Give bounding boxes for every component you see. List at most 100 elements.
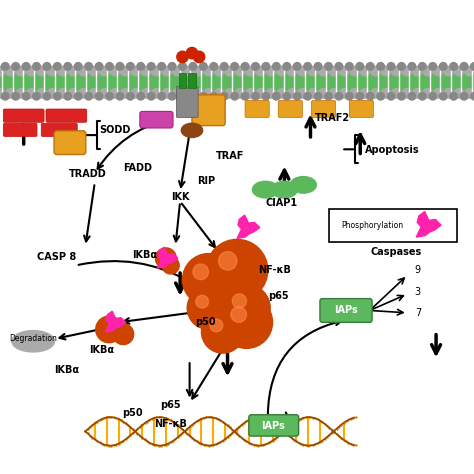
Circle shape (147, 63, 155, 70)
Circle shape (79, 66, 88, 76)
Circle shape (85, 63, 92, 70)
Circle shape (433, 66, 443, 76)
Circle shape (439, 63, 447, 70)
Circle shape (356, 92, 364, 100)
Circle shape (183, 66, 192, 76)
FancyBboxPatch shape (176, 86, 198, 118)
Text: NF-κB: NF-κB (154, 419, 187, 429)
Text: IKBα: IKBα (89, 345, 115, 355)
Circle shape (186, 47, 198, 59)
Circle shape (47, 89, 57, 98)
Circle shape (210, 92, 218, 100)
Circle shape (173, 66, 182, 76)
Circle shape (252, 92, 259, 100)
Circle shape (235, 89, 245, 98)
FancyBboxPatch shape (311, 100, 336, 118)
Circle shape (152, 66, 161, 76)
Circle shape (256, 66, 265, 76)
Circle shape (387, 63, 395, 70)
Text: p50: p50 (195, 317, 216, 328)
Circle shape (110, 66, 119, 76)
Text: Phosphorylation: Phosphorylation (341, 221, 403, 229)
Circle shape (220, 296, 273, 348)
Circle shape (252, 63, 259, 70)
Circle shape (366, 63, 374, 70)
Circle shape (22, 92, 30, 100)
Circle shape (350, 89, 359, 98)
Circle shape (402, 66, 411, 76)
Circle shape (335, 92, 343, 100)
Circle shape (273, 92, 280, 100)
Text: 9: 9 (415, 265, 421, 275)
Circle shape (423, 89, 432, 98)
Circle shape (339, 66, 349, 76)
Circle shape (402, 89, 411, 98)
Circle shape (43, 92, 51, 100)
Circle shape (37, 66, 46, 76)
Circle shape (266, 66, 276, 76)
Circle shape (12, 92, 19, 100)
Circle shape (85, 92, 92, 100)
Circle shape (366, 92, 374, 100)
Circle shape (106, 63, 113, 70)
Circle shape (454, 89, 464, 98)
Circle shape (283, 63, 291, 70)
Circle shape (450, 63, 457, 70)
Circle shape (246, 66, 255, 76)
FancyBboxPatch shape (349, 100, 374, 118)
Circle shape (325, 92, 332, 100)
Circle shape (0, 89, 5, 98)
Circle shape (214, 89, 224, 98)
Circle shape (387, 92, 395, 100)
Ellipse shape (181, 123, 202, 137)
Circle shape (89, 66, 99, 76)
Circle shape (158, 92, 165, 100)
Circle shape (201, 310, 244, 353)
Circle shape (196, 295, 209, 308)
Circle shape (100, 66, 109, 76)
Circle shape (147, 92, 155, 100)
Circle shape (162, 89, 172, 98)
Circle shape (214, 66, 224, 76)
Circle shape (287, 66, 297, 76)
Text: CIAP1: CIAP1 (266, 198, 298, 208)
Polygon shape (416, 211, 441, 237)
Circle shape (231, 63, 238, 70)
Circle shape (131, 89, 140, 98)
Circle shape (168, 63, 176, 70)
Circle shape (37, 89, 46, 98)
Circle shape (120, 66, 130, 76)
Circle shape (58, 66, 67, 76)
Circle shape (314, 92, 322, 100)
Text: 7: 7 (415, 308, 421, 318)
FancyBboxPatch shape (3, 109, 44, 122)
Circle shape (168, 92, 176, 100)
Circle shape (210, 63, 218, 70)
Circle shape (346, 63, 353, 70)
Circle shape (346, 92, 353, 100)
Circle shape (204, 66, 213, 76)
Circle shape (43, 63, 51, 70)
Circle shape (266, 89, 276, 98)
Circle shape (16, 89, 26, 98)
Text: p65: p65 (160, 400, 181, 410)
Text: RIP: RIP (197, 176, 215, 186)
Circle shape (277, 89, 286, 98)
Circle shape (152, 89, 161, 98)
Circle shape (360, 89, 370, 98)
Circle shape (74, 63, 82, 70)
Circle shape (235, 66, 245, 76)
Circle shape (256, 89, 265, 98)
Circle shape (398, 92, 405, 100)
Text: CASP 8: CASP 8 (37, 252, 76, 263)
Circle shape (371, 66, 380, 76)
Circle shape (183, 89, 192, 98)
Circle shape (319, 89, 328, 98)
Circle shape (127, 63, 134, 70)
Text: FADD: FADD (123, 163, 152, 173)
Circle shape (47, 66, 57, 76)
Circle shape (64, 63, 72, 70)
Circle shape (433, 89, 443, 98)
Circle shape (162, 66, 172, 76)
Circle shape (377, 92, 384, 100)
